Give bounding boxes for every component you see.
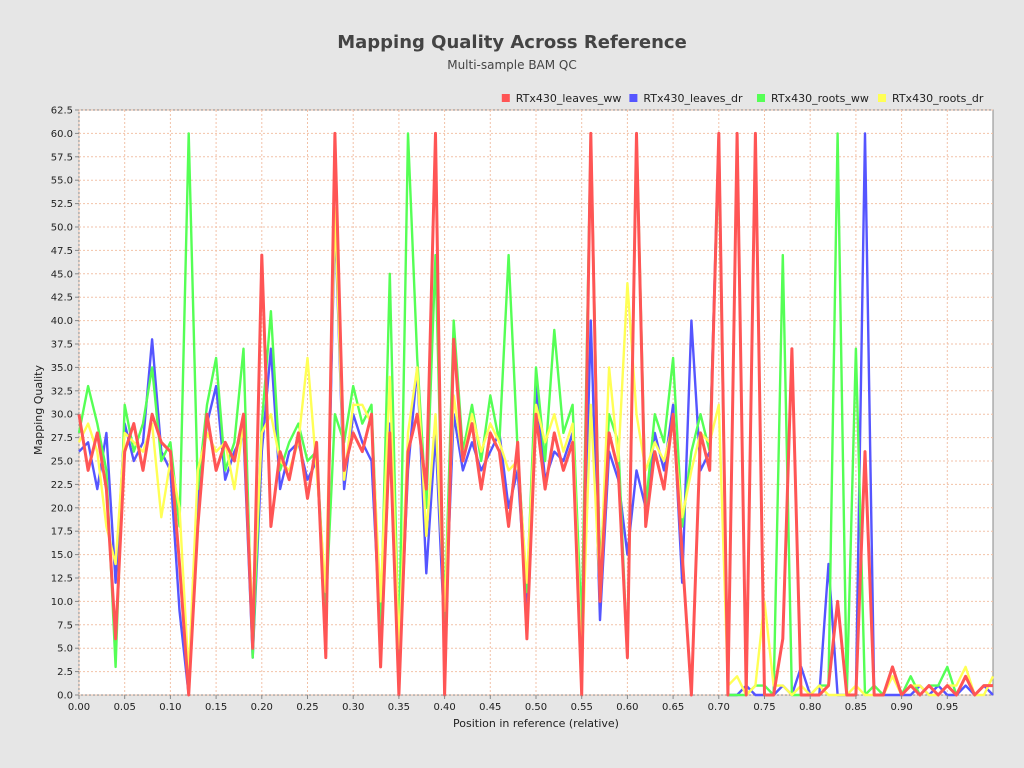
y-tick-label: 22.5 [51, 480, 73, 491]
series-line-RTx430_roots_dr [77, 207, 995, 697]
legend-label: RTx430_roots_ww [771, 92, 869, 105]
y-tick-label: 15.0 [51, 550, 73, 561]
y-tick-label: 17.5 [51, 527, 73, 538]
x-tick-label: 0.70 [708, 702, 730, 713]
chart-subtitle: Multi-sample BAM QC [447, 58, 577, 72]
x-tick-label: 0.05 [114, 702, 136, 713]
x-tick-label: 0.20 [251, 702, 273, 713]
x-axis-label: Position in reference (relative) [453, 717, 619, 730]
series-lines [77, 131, 995, 697]
series-line-RTx430_leaves_ww [77, 131, 993, 697]
y-tick-label: 57.5 [51, 152, 73, 163]
legend-label: RTx430_leaves_dr [643, 92, 743, 105]
legend-label: RTx430_roots_dr [892, 92, 984, 105]
y-tick-label: 45.0 [51, 269, 73, 280]
y-axis-label: Mapping Quality [32, 365, 45, 455]
y-tick-label: 37.5 [51, 340, 73, 351]
x-tick-label: 0.80 [799, 702, 821, 713]
chart-title: Mapping Quality Across Reference [337, 32, 687, 53]
y-tick-label: 55.0 [51, 176, 73, 187]
x-tick-label: 0.90 [890, 702, 912, 713]
y-tick-label: 27.5 [51, 433, 73, 444]
y-tick-label: 0.0 [57, 691, 73, 702]
legend-swatch [757, 94, 765, 102]
y-axis: 0.0 2.5 5.0 7.5 10.0 12.5 15.0 17.5 20.0 22.5 25.0… [51, 106, 79, 702]
x-tick-label: 0.25 [296, 702, 318, 713]
y-tick-label: 25.0 [51, 457, 73, 468]
y-tick-label: 35.0 [51, 363, 73, 374]
y-tick-label: 5.0 [57, 644, 73, 655]
x-tick-label: 0.95 [936, 702, 958, 713]
y-tick-label: 47.5 [51, 246, 73, 257]
x-tick-label: 0.30 [342, 702, 364, 713]
y-tick-label: 52.5 [51, 199, 73, 210]
x-tick-label: 0.10 [159, 702, 181, 713]
x-tick-label: 0.40 [433, 702, 455, 713]
x-tick-label: 0.75 [753, 702, 775, 713]
y-tick-label: 42.5 [51, 293, 73, 304]
legend: RTx430_roots_dr RTx430_roots_ww RTx430_lea… [501, 92, 984, 105]
x-tick-label: 0.45 [479, 702, 501, 713]
y-tick-label: 20.0 [51, 503, 73, 514]
y-tick-label: 32.5 [51, 386, 73, 397]
x-tick-label: 0.15 [205, 702, 227, 713]
legend-swatch [878, 94, 886, 102]
y-tick-label: 50.0 [51, 223, 73, 234]
x-tick-label: 0.55 [571, 702, 593, 713]
x-tick-label: 0.50 [525, 702, 547, 713]
x-tick-label: 0.00 [68, 702, 90, 713]
x-tick-label: 0.85 [845, 702, 867, 713]
y-tick-label: 62.5 [51, 106, 73, 117]
x-axis: 0.00 0.05 0.10 0.15 0.20 0.25 0.30 0.35 0.40 0.45… [68, 695, 958, 713]
y-tick-label: 2.5 [57, 667, 73, 678]
y-tick-label: 12.5 [51, 574, 73, 585]
x-tick-label: 0.35 [388, 702, 410, 713]
legend-label: RTx430_leaves_ww [516, 92, 622, 105]
y-tick-label: 30.0 [51, 410, 73, 421]
legend-swatch [501, 94, 510, 102]
y-tick-label: 60.0 [51, 129, 73, 140]
y-tick-label: 7.5 [57, 620, 73, 631]
y-tick-label: 10.0 [51, 597, 73, 608]
x-tick-label: 0.65 [662, 702, 684, 713]
x-tick-label: 0.60 [616, 702, 638, 713]
legend-swatch [629, 94, 638, 102]
y-tick-label: 40.0 [51, 316, 73, 327]
